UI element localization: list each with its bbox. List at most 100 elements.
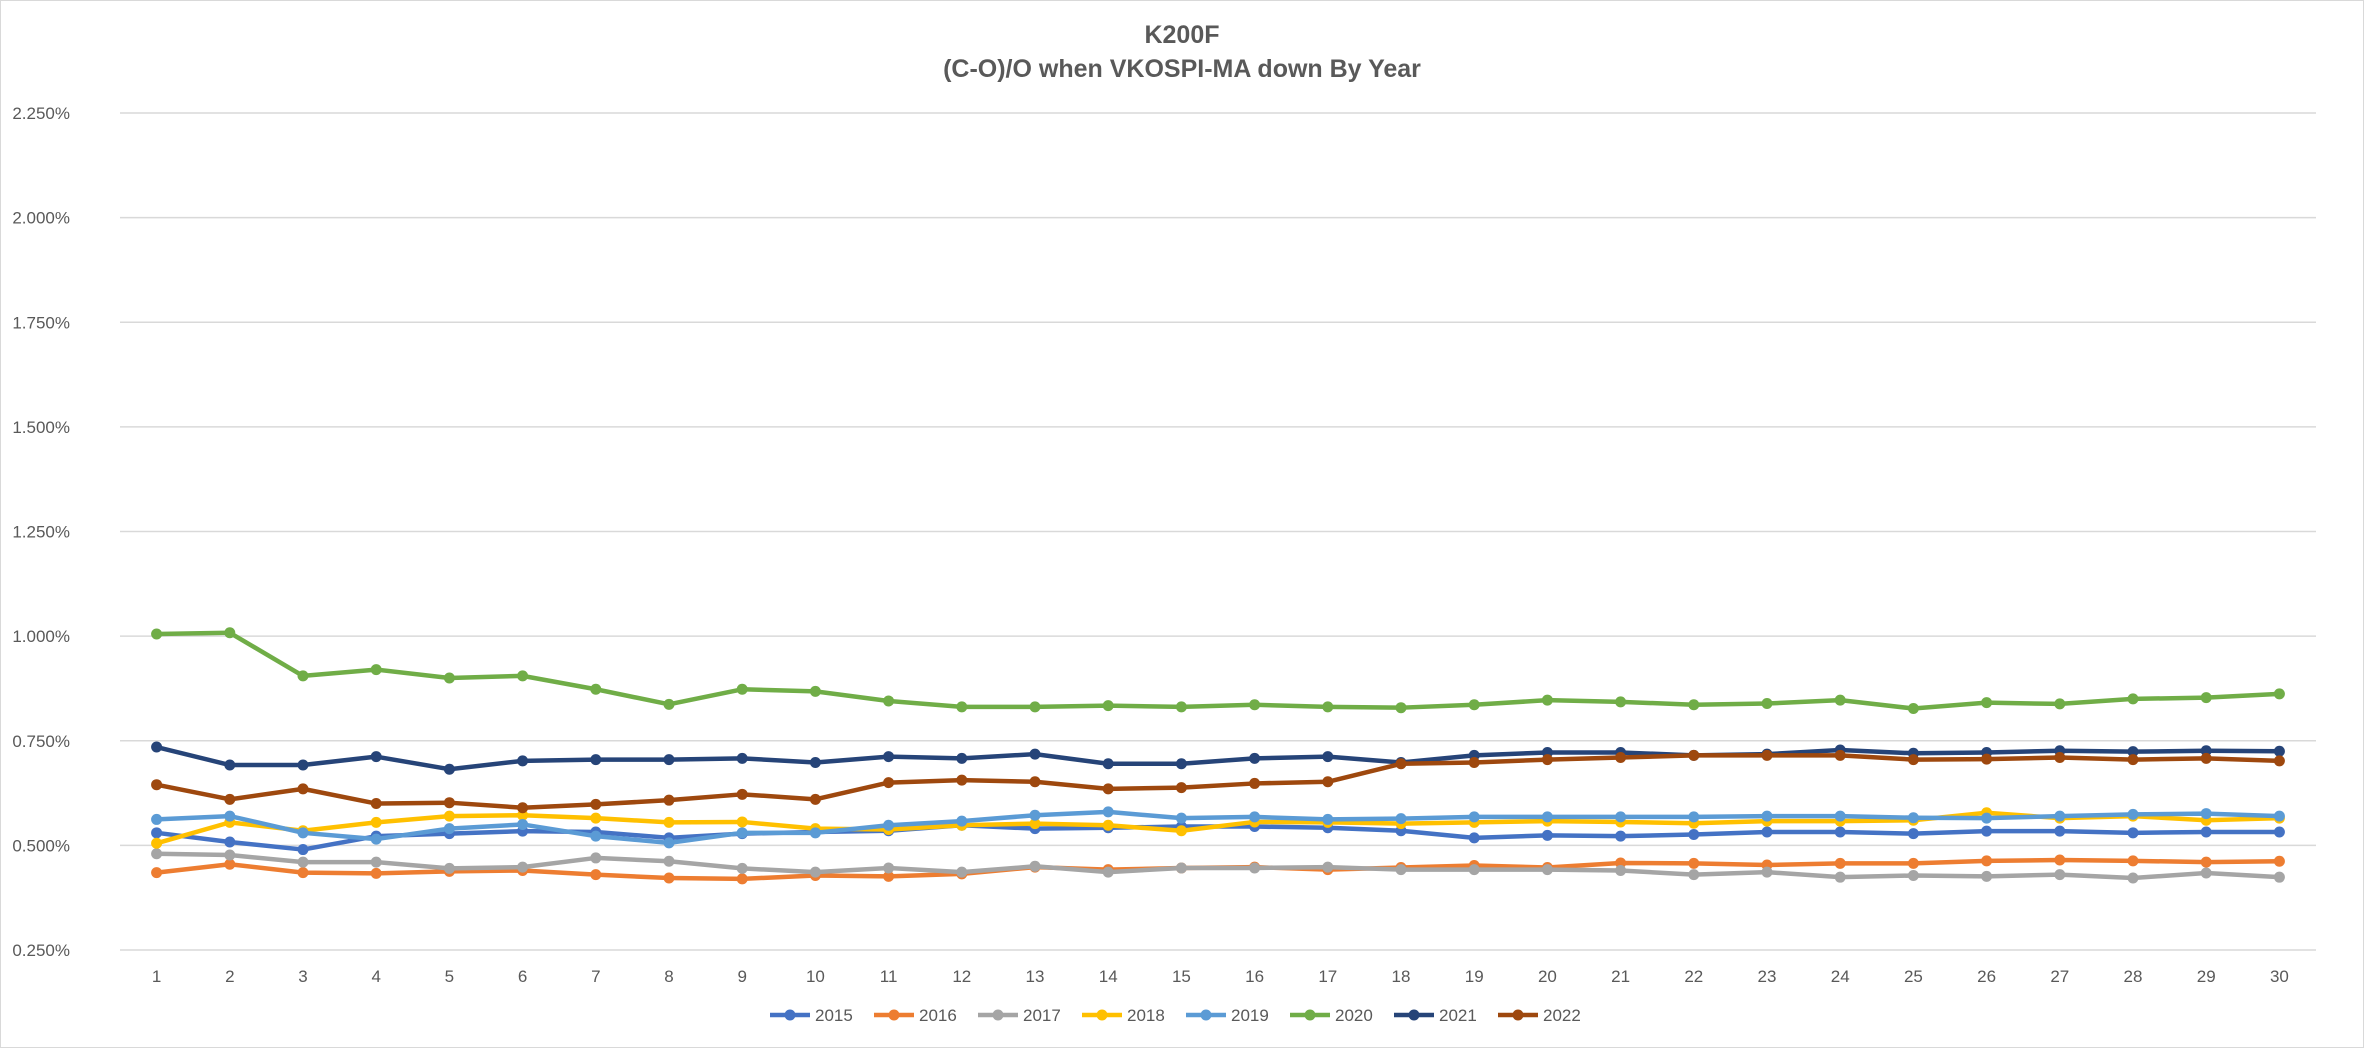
data-point bbox=[663, 754, 675, 766]
x-tick-label: 26 bbox=[1977, 967, 1996, 986]
data-point bbox=[224, 858, 236, 870]
data-point bbox=[1175, 812, 1187, 824]
data-point bbox=[663, 855, 675, 867]
series-2019 bbox=[151, 806, 2285, 849]
data-point bbox=[2127, 693, 2139, 705]
data-point bbox=[736, 752, 748, 764]
data-point bbox=[809, 685, 821, 697]
data-point bbox=[370, 664, 382, 676]
data-point bbox=[2127, 754, 2139, 766]
y-tick-label: 2.250% bbox=[12, 104, 70, 123]
data-point bbox=[736, 816, 748, 828]
data-point bbox=[590, 798, 602, 810]
data-point bbox=[883, 751, 895, 763]
data-point bbox=[1322, 813, 1334, 825]
y-tick-label: 2.000% bbox=[12, 209, 70, 228]
data-point bbox=[443, 862, 455, 874]
data-point bbox=[443, 763, 455, 775]
data-point bbox=[736, 683, 748, 695]
y-tick-label: 0.750% bbox=[12, 732, 70, 751]
x-axis-ticks: 1 2 3 4 5 6 7 8 9 10 11 12 13 14 15 16 17 18 19 20 21 22 23 24 2… bbox=[152, 967, 2289, 986]
data-point bbox=[297, 844, 309, 856]
series-2021 bbox=[151, 741, 2285, 775]
data-point bbox=[443, 797, 455, 809]
data-point bbox=[1761, 749, 1773, 761]
data-point bbox=[590, 683, 602, 695]
data-point bbox=[2200, 826, 2212, 838]
y-tick-label: 1.500% bbox=[12, 418, 70, 437]
data-point bbox=[151, 741, 163, 753]
data-point bbox=[1322, 751, 1334, 763]
data-point bbox=[883, 777, 895, 789]
data-point bbox=[370, 867, 382, 879]
data-point bbox=[2054, 810, 2066, 822]
series-line bbox=[154, 630, 2282, 711]
data-point bbox=[1322, 776, 1334, 788]
data-point bbox=[2273, 755, 2285, 767]
data-point bbox=[1029, 776, 1041, 788]
data-point bbox=[151, 813, 163, 825]
data-point bbox=[297, 827, 309, 839]
chart-title: K200F bbox=[1144, 21, 1220, 49]
x-tick-label: 9 bbox=[737, 967, 746, 986]
data-point bbox=[1175, 758, 1187, 770]
data-point bbox=[1615, 857, 1627, 869]
data-point bbox=[1615, 696, 1627, 708]
legend-swatch-marker bbox=[992, 1009, 1004, 1021]
y-tick-label: 0.250% bbox=[12, 941, 70, 960]
series-2020 bbox=[151, 627, 2285, 715]
legend-label: 2019 bbox=[1231, 1006, 1269, 1025]
data-point bbox=[224, 627, 236, 639]
data-point bbox=[1102, 806, 1114, 818]
legend-label: 2015 bbox=[815, 1006, 853, 1025]
data-point bbox=[1907, 870, 1919, 882]
legend-item: 2017 bbox=[978, 1006, 1061, 1025]
x-tick-label: 3 bbox=[298, 967, 307, 986]
data-point bbox=[1102, 866, 1114, 878]
data-point bbox=[1688, 811, 1700, 823]
data-point bbox=[1615, 864, 1627, 876]
data-point bbox=[736, 862, 748, 874]
data-point bbox=[517, 755, 529, 767]
data-point bbox=[590, 869, 602, 881]
data-point bbox=[883, 870, 895, 882]
series-group bbox=[151, 627, 2285, 885]
data-point bbox=[1907, 812, 1919, 824]
data-point bbox=[1834, 826, 1846, 838]
data-point bbox=[1541, 829, 1553, 841]
data-point bbox=[1175, 862, 1187, 874]
data-point bbox=[1322, 701, 1334, 713]
series-line bbox=[154, 851, 2282, 881]
x-tick-label: 24 bbox=[1831, 967, 1850, 986]
data-point bbox=[1395, 864, 1407, 876]
data-point bbox=[663, 794, 675, 806]
data-point bbox=[151, 867, 163, 879]
x-tick-label: 15 bbox=[1172, 967, 1191, 986]
data-point bbox=[663, 837, 675, 849]
data-point bbox=[297, 759, 309, 771]
data-point bbox=[736, 827, 748, 839]
data-point bbox=[2127, 746, 2139, 758]
data-point bbox=[1834, 810, 1846, 822]
data-point bbox=[1029, 748, 1041, 760]
data-point bbox=[1761, 866, 1773, 878]
data-point bbox=[2273, 871, 2285, 883]
data-point bbox=[956, 752, 968, 764]
data-point bbox=[883, 862, 895, 874]
data-point bbox=[663, 872, 675, 884]
data-point bbox=[1761, 826, 1773, 838]
data-point bbox=[224, 793, 236, 805]
data-point bbox=[2200, 867, 2212, 879]
data-point bbox=[1981, 753, 1993, 765]
legend-item: 2018 bbox=[1082, 1006, 1165, 1025]
x-tick-label: 17 bbox=[1318, 967, 1337, 986]
x-tick-label: 29 bbox=[2197, 967, 2216, 986]
data-point bbox=[663, 698, 675, 710]
data-point bbox=[224, 849, 236, 861]
legend-item: 2016 bbox=[874, 1006, 957, 1025]
x-tick-label: 16 bbox=[1245, 967, 1264, 986]
data-point bbox=[1834, 871, 1846, 883]
data-point bbox=[1688, 699, 1700, 711]
data-point bbox=[517, 818, 529, 830]
